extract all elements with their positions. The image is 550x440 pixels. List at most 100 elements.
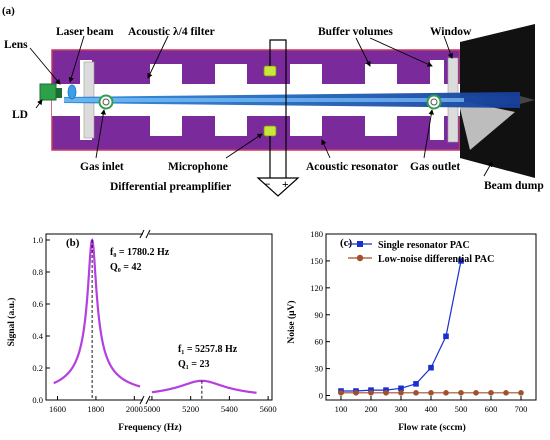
- panel-b-ticks: 0.0 0.2 0.4 0.6 0.8 1.0 1600 1800 2000 5000 5200 54…: [32, 235, 276, 414]
- panel-b-ylabel: Signal (a.u.): [6, 298, 17, 347]
- panel-c-ytick-label: 180: [310, 229, 323, 239]
- panel-c-xtick-label: 200: [365, 404, 378, 414]
- axis-break-gap: [143, 396, 149, 404]
- axis-break-mark: [145, 395, 151, 405]
- panel-b-xlabel: Frequency (Hz): [118, 422, 181, 433]
- label-beam-dump: Beam dump: [484, 180, 544, 192]
- panel-b-ytick-label: 0.8: [32, 267, 43, 277]
- panel-c-label: (c): [340, 237, 353, 249]
- panel-b-label: (b): [66, 237, 80, 249]
- gas-inlet-port: [98, 94, 114, 110]
- data-point-circle: [473, 390, 479, 396]
- data-point-circle: [518, 390, 524, 396]
- panel-b-ytick-label: 1.0: [32, 235, 43, 245]
- panel-c-xtick-label: 100: [335, 404, 348, 414]
- legend-marker-circle: [356, 254, 364, 262]
- data-point-circle: [383, 390, 389, 396]
- panel-b-ytick-label: 0.0: [32, 395, 43, 405]
- panel-c-ytick-label: 0: [319, 391, 323, 401]
- label-acoustic-resonator: Acoustic resonator: [306, 161, 398, 173]
- leader-lines: [29, 35, 493, 177]
- data-point-circle: [413, 390, 419, 396]
- panel-b-xtick-label: 1600: [49, 404, 66, 414]
- data-point-square: [413, 381, 419, 387]
- laser-diode: [39, 83, 57, 101]
- legend-series-2: Low-noise differential PAC: [378, 254, 494, 265]
- legend-series-1: Single resonator PAC: [378, 240, 470, 251]
- data-point-circle: [398, 390, 404, 396]
- data-point-circle: [503, 390, 509, 396]
- panel-c-xtick-label: 600: [485, 404, 498, 414]
- beam-dump-reflection: [458, 100, 515, 150]
- label-ld: LD: [12, 109, 28, 121]
- data-point-circle: [443, 390, 449, 396]
- data-point-circle: [488, 390, 494, 396]
- panel-b-annotation-q1: Q₁ = 23: [178, 359, 209, 370]
- resonance-curve-f0: [53, 238, 141, 388]
- label-laser-beam: Laser beam: [56, 26, 114, 38]
- panel-a: (a): [2, 5, 544, 197]
- panel-c-ylabel: Noise (μV): [286, 300, 297, 343]
- panel-b-ytick-label: 0.6: [32, 299, 43, 309]
- panel-c-xlabel: Flow rate (sccm): [398, 422, 466, 433]
- label-lens: Lens: [4, 39, 28, 51]
- microphone-top: [263, 65, 277, 77]
- panel-b-frame: [45, 233, 273, 401]
- panel-b-chart: (b) 0.0 0.2 0.4 0.6 0.8 1.0 1600 1800 2000 5000 52…: [6, 229, 277, 433]
- panel-b-ytick-label: 0.2: [32, 363, 43, 373]
- legend-marker-square: [357, 241, 363, 247]
- panel-c-xtick-label: 500: [455, 404, 468, 414]
- panel-c-ytick-label: 150: [310, 256, 323, 266]
- panel-c-series: [338, 258, 524, 396]
- resonance-curve-f1: [151, 379, 257, 394]
- gas-outlet-port: [426, 94, 442, 110]
- panel-c-ticks: 0 30 60 90 120 150 180 100 200 300 400 500 600 700: [310, 229, 527, 414]
- lens: [67, 84, 77, 100]
- data-point-square: [428, 364, 434, 371]
- panel-b-annotation-q0: Q₀ = 42: [110, 262, 141, 273]
- label-buffer-volumes: Buffer volumes: [318, 26, 393, 38]
- panel-c-xtick-label: 700: [515, 404, 528, 414]
- panel-c-ytick-label: 60: [315, 337, 324, 347]
- panel-c-ytick-label: 90: [315, 310, 324, 320]
- panel-b-axes: [45, 229, 273, 405]
- panel-b-annotation-f1: f₁ = 5257.8 Hz: [178, 344, 238, 355]
- label-gas-inlet: Gas inlet: [80, 161, 124, 173]
- panel-c-legend: Single resonator PAC Low-noise different…: [348, 240, 494, 265]
- panel-b-xtick-label: 2000: [126, 404, 143, 414]
- data-point-circle: [428, 390, 434, 396]
- panel-c-xtick-label: 400: [425, 404, 438, 414]
- differential-preamplifier: [256, 177, 300, 197]
- label-acoustic-filter: Acoustic λ/4 filter: [128, 26, 215, 38]
- axis-break-gap-top: [143, 230, 149, 238]
- panel-b-xtick-label: 1800: [87, 404, 104, 414]
- series-line-1: [341, 260, 462, 392]
- panel-c-ytick-label: 30: [315, 364, 324, 374]
- microphone-bottom: [263, 125, 277, 137]
- panel-c-chart: (c) 0 30 60 90 120 150 180 100 200 300 400 500 600 70…: [286, 229, 537, 433]
- panel-b-annotation-f0: f₀ = 1780.2 Hz: [110, 247, 170, 258]
- panel-b-curves: [53, 238, 257, 400]
- panel-b-xtick-label: 5400: [221, 404, 238, 414]
- data-point-circle: [458, 390, 464, 396]
- label-microphone: Microphone: [168, 161, 228, 173]
- label-gas-outlet: Gas outlet: [410, 161, 460, 173]
- preamp-plus: +: [282, 179, 289, 191]
- panel-b-ytick-label: 0.4: [32, 331, 43, 341]
- preamp-minus: −: [264, 179, 271, 191]
- panel-a-label: (a): [2, 5, 15, 17]
- data-point-circle: [368, 390, 374, 396]
- panel-b-xtick-label: 5200: [182, 404, 199, 414]
- label-differential-preamplifier: Differential preamplifier: [110, 181, 231, 193]
- data-point-circle: [353, 390, 359, 396]
- panel-b-xtick-label: 5600: [260, 404, 277, 414]
- panel-c-ytick-label: 120: [310, 283, 323, 293]
- data-point-square: [398, 385, 404, 392]
- label-window: Window: [430, 26, 472, 38]
- axis-break-mark: [139, 229, 145, 239]
- axis-break-mark: [139, 395, 145, 405]
- panel-b-xtick-label: 5000: [143, 404, 160, 414]
- data-point-circle: [338, 390, 344, 396]
